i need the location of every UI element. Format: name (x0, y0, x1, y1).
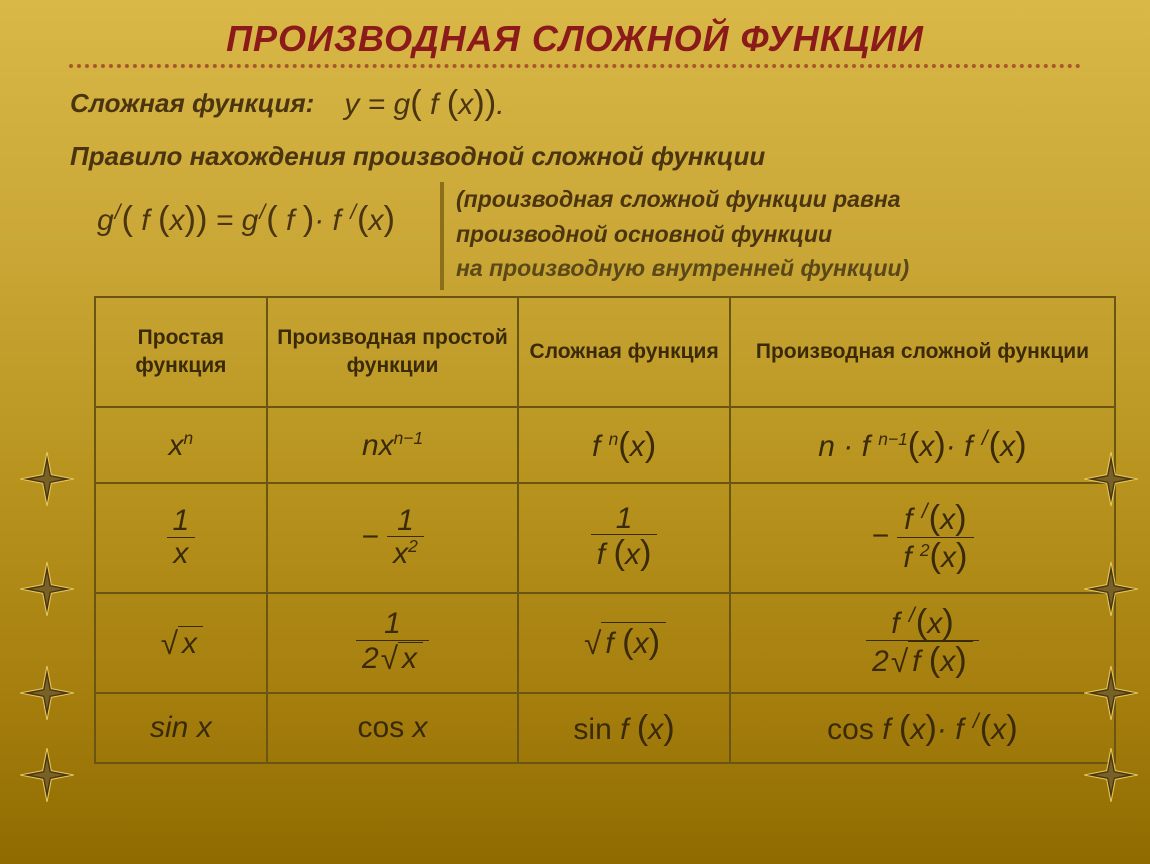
chain-rule-formula: g/( f (x)) = g/( f )· f /(x) (60, 182, 440, 239)
rule-heading: Правило нахождения производной сложной ф… (0, 141, 1150, 172)
composite-label: Сложная функция: (70, 88, 314, 119)
table-cell: sin f (x) (518, 693, 730, 763)
table-row: x12xf (x)f /(x)2f (x) (95, 593, 1115, 693)
composite-formula: y = g( f (x)). (344, 84, 504, 123)
table-row: xnnxn−1f n(x)n · f n−1(x)· f /(x) (95, 407, 1115, 483)
col-header-composite-func: Сложная функция (518, 297, 730, 407)
star-icon (1084, 562, 1138, 616)
table-cell: cos f (x)· f /(x) (730, 693, 1115, 763)
star-icon (20, 452, 74, 506)
table-cell: sin x (95, 693, 267, 763)
derivatives-table-wrap: Простая функция Производная простой функ… (94, 296, 1116, 764)
star-icon (20, 748, 74, 802)
explain-line-2: производной основной функции (456, 217, 909, 252)
table-row: 1x− 1x21f (x)− f /(x)f 2(x) (95, 483, 1115, 593)
explain-line-3: на производную внутренней функции) (456, 251, 909, 286)
table-cell: 1f (x) (518, 483, 730, 593)
star-icon (1084, 748, 1138, 802)
explanation-text: (производная сложной функции равна произ… (444, 182, 909, 286)
chain-rule-row: g/( f (x)) = g/( f )· f /(x) (производна… (0, 182, 1150, 290)
table-cell: n · f n−1(x)· f /(x) (730, 407, 1115, 483)
table-cell: − 1x2 (267, 483, 519, 593)
table-header-row: Простая функция Производная простой функ… (95, 297, 1115, 407)
page-title: ПРОИЗВОДНАЯ СЛОЖНОЙ ФУНКЦИИ (0, 0, 1150, 60)
col-header-simple-func: Простая функция (95, 297, 267, 407)
star-icon (1084, 452, 1138, 506)
table-cell: f (x) (518, 593, 730, 693)
table-cell: f /(x)2f (x) (730, 593, 1115, 693)
table-cell: cos x (267, 693, 519, 763)
col-header-simple-deriv: Производная простой функции (267, 297, 519, 407)
table-cell: 12x (267, 593, 519, 693)
composite-definition-row: Сложная функция: y = g( f (x)). (0, 84, 1150, 123)
table-row: sin xcos xsin f (x)cos f (x)· f /(x) (95, 693, 1115, 763)
table-cell: nxn−1 (267, 407, 519, 483)
star-icon (20, 562, 74, 616)
table-body: xnnxn−1f n(x)n · f n−1(x)· f /(x)1x− 1x2… (95, 407, 1115, 763)
table-cell: xn (95, 407, 267, 483)
title-underline (69, 64, 1081, 68)
table-cell: − f /(x)f 2(x) (730, 483, 1115, 593)
table-cell: f n(x) (518, 407, 730, 483)
derivatives-table: Простая функция Производная простой функ… (94, 296, 1116, 764)
table-cell: x (95, 593, 267, 693)
explain-line-1: (производная сложной функции равна (456, 182, 909, 217)
star-icon (20, 666, 74, 720)
table-cell: 1x (95, 483, 267, 593)
col-header-composite-deriv: Производная сложной функции (730, 297, 1115, 407)
star-icon (1084, 666, 1138, 720)
